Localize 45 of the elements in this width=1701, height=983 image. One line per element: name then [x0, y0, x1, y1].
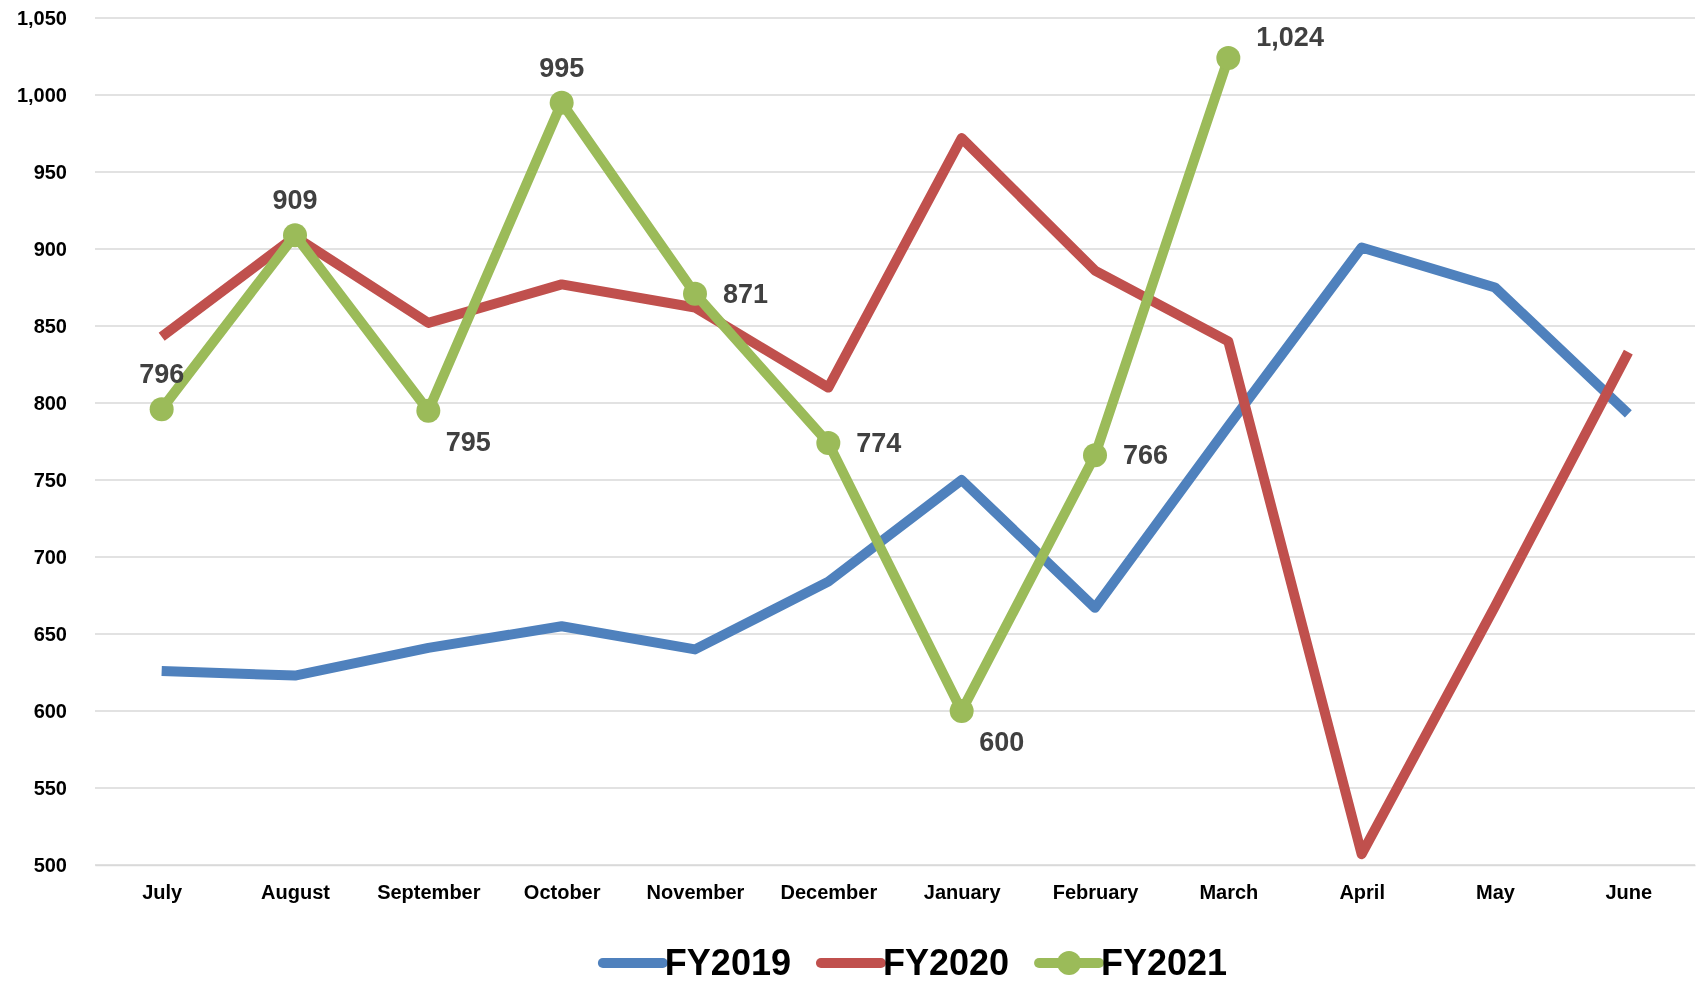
y-tick-label: 650 — [33, 622, 67, 645]
legend-label: FY2019 — [664, 942, 791, 983]
y-tick-label: 900 — [33, 237, 67, 260]
point — [283, 223, 307, 248]
x-tick-label: March — [1199, 881, 1259, 904]
y-tick-label: 1,050 — [16, 6, 67, 29]
y-tick-label: 800 — [33, 391, 67, 414]
data-label: 1,024 — [1256, 22, 1324, 53]
y-tick-label: 850 — [33, 314, 67, 337]
y-tick-label: 600 — [33, 699, 67, 722]
y-tick-label: 1,000 — [16, 83, 67, 106]
point — [683, 281, 707, 306]
data-label: 600 — [979, 727, 1025, 757]
data-label: 766 — [1123, 440, 1169, 471]
x-tick-label: September — [377, 881, 481, 904]
y-tick-label: 500 — [33, 853, 67, 876]
x-tick-label: January — [923, 881, 1002, 904]
point — [1216, 46, 1241, 71]
x-tick-label: December — [780, 881, 878, 904]
x-tick-label: May — [1476, 881, 1516, 904]
data-label: 871 — [723, 278, 769, 309]
data-label: 774 — [856, 428, 902, 459]
data-label: 909 — [272, 185, 318, 216]
point — [416, 398, 441, 423]
y-tick-label: 750 — [33, 468, 67, 491]
y-tick-label: 700 — [33, 545, 67, 568]
x-tick-label: July — [142, 881, 184, 904]
x-tick-label: August — [261, 881, 331, 904]
point — [1083, 443, 1107, 468]
legend-label: FY2020 — [882, 942, 1010, 983]
data-label: 795 — [445, 426, 491, 457]
legend-label: FY2021 — [1101, 942, 1228, 983]
point — [549, 90, 574, 115]
x-tick-label: October — [523, 881, 601, 904]
x-tick-label: April — [1339, 881, 1385, 904]
data-label: 796 — [139, 359, 185, 390]
x-tick-label: February — [1052, 881, 1140, 904]
data-label: 995 — [539, 52, 585, 83]
point — [816, 431, 841, 456]
point — [149, 397, 174, 422]
x-tick-label: June — [1605, 881, 1653, 904]
point — [949, 699, 974, 723]
y-tick-label: 950 — [33, 160, 67, 183]
y-tick-label: 550 — [33, 776, 67, 799]
x-tick-label: November — [646, 881, 745, 904]
